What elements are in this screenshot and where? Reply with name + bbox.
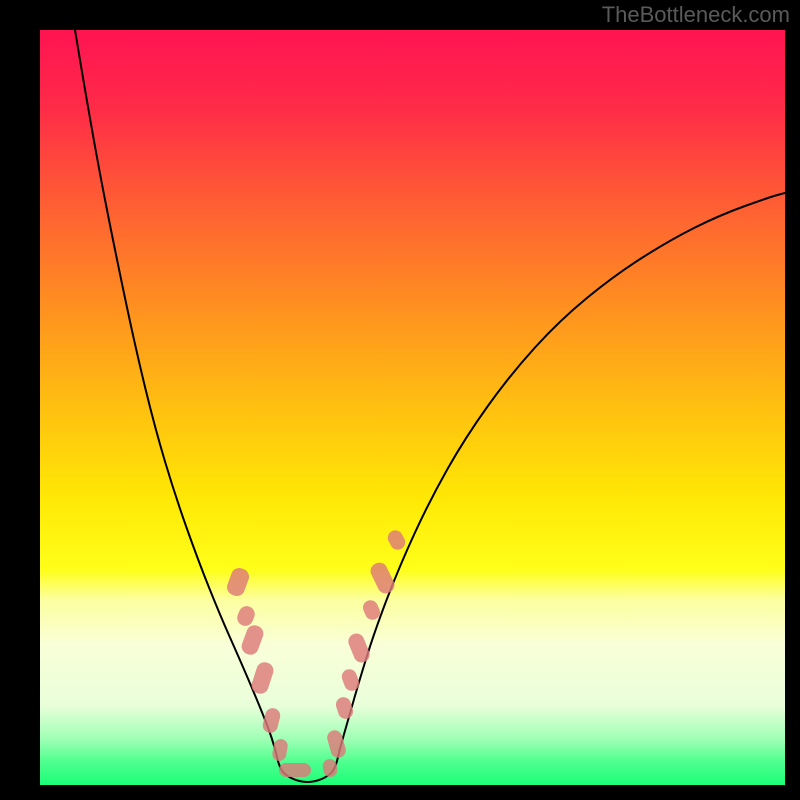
curve-marker	[279, 763, 311, 777]
curve-layer	[40, 30, 785, 785]
bottleneck-curve	[75, 30, 785, 782]
plot-area	[40, 30, 785, 785]
watermark-text: TheBottleneck.com	[602, 2, 790, 28]
